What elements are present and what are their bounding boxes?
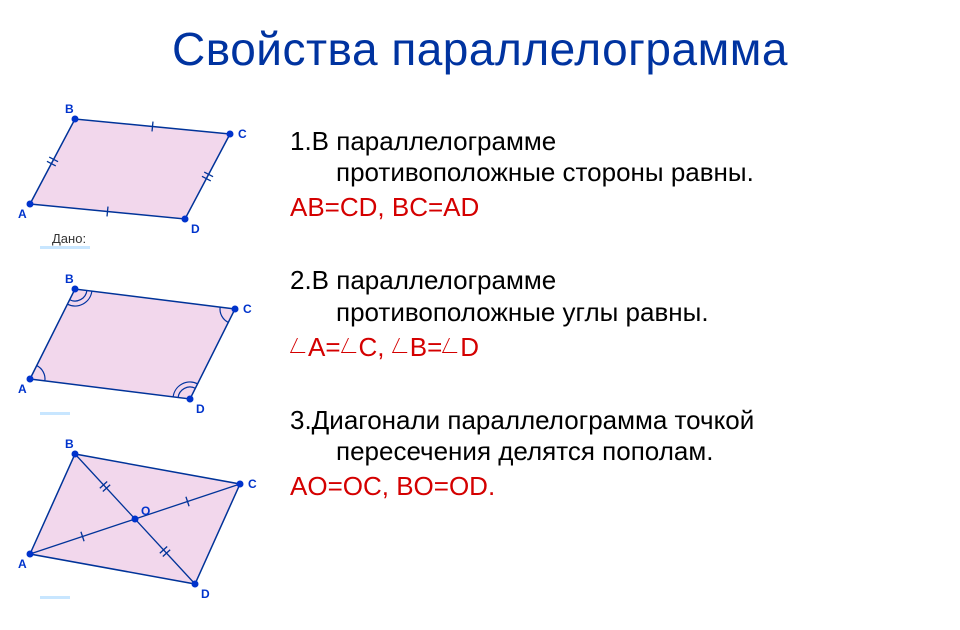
svg-text:D: D [201, 587, 210, 601]
angle-icon [290, 338, 308, 356]
svg-text:A: A [18, 557, 27, 571]
diagram-2: A B C D [10, 254, 270, 424]
property-3: 3.Диагонали параллелограмма точкой перес… [290, 405, 930, 502]
svg-text:D: D [191, 222, 200, 236]
property-2: 2.В параллелограмме противоположные углы… [290, 265, 930, 362]
eq-a: A= [308, 332, 341, 362]
prop2-line2: противоположные углы равны. [290, 297, 930, 328]
dano-label: Дано: [52, 231, 86, 246]
property-1: 1.В параллелограмме противоположные стор… [290, 126, 930, 223]
svg-text:C: C [243, 302, 252, 316]
svg-text:O: O [141, 504, 150, 518]
angle-icon [392, 338, 410, 356]
angle-icon [341, 338, 359, 356]
prop1-equation: AB=CD, BC=AD [290, 192, 930, 223]
svg-text:C: C [248, 477, 257, 491]
eq-d: D [460, 332, 479, 362]
svg-text:A: A [18, 382, 27, 396]
diagram-3: A B C D O [10, 424, 270, 609]
angle-icon [442, 338, 460, 356]
svg-text:B: B [65, 272, 74, 286]
prop3-line2: пересечения делятся пополам. [290, 436, 930, 467]
svg-text:A: A [18, 207, 27, 221]
prop1-line2: противоположные стороны равны. [290, 157, 930, 188]
page-title: Свойства параллелограмма [0, 0, 960, 84]
eq-b: B= [410, 332, 443, 362]
diagrams-column: A B C D Дано: A B C D A B C D O [10, 84, 270, 609]
svg-text:B: B [65, 437, 74, 451]
eq-c: C, [359, 332, 392, 362]
content: A B C D Дано: A B C D A B C D O [0, 84, 960, 609]
prop2-line1: 2.В параллелограмме [290, 265, 556, 295]
svg-text:D: D [196, 402, 205, 416]
prop3-line1: 3.Диагонали параллелограмма точкой [290, 405, 754, 435]
svg-text:B: B [65, 102, 74, 116]
prop1-line1: 1.В параллелограмме [290, 126, 556, 156]
diagram-1: A B C D Дано: [10, 84, 270, 254]
prop2-equation: A= C, B= D [290, 332, 930, 363]
text-column: 1.В параллелограмме противоположные стор… [270, 84, 930, 609]
svg-text:C: C [238, 127, 247, 141]
prop3-equation: AO=OC, BO=OD. [290, 471, 930, 502]
